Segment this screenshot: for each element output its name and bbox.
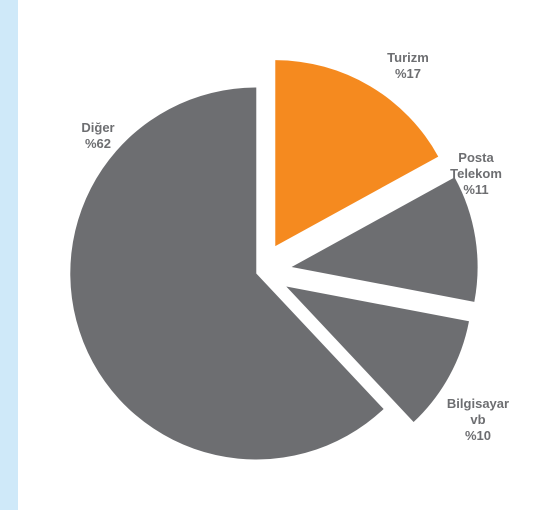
pie-slice (286, 286, 469, 423)
value-label: %62 (84, 136, 112, 151)
side-strip (0, 0, 18, 510)
value-label: %10 (464, 428, 492, 443)
category-label: Turizm (387, 50, 429, 65)
category-label: Posta Telekom (450, 150, 502, 181)
value-label: %11 (463, 182, 489, 197)
pie-slice (70, 87, 384, 460)
slice-label: Posta Telekom %11 (445, 150, 507, 198)
slice-label: Turizm %17 (368, 50, 448, 82)
pie-slice (291, 177, 478, 302)
slice-label: Diğer %62 (58, 120, 138, 152)
pie-slice (275, 60, 439, 247)
slice-label: Bilgisayar vb %10 (438, 396, 518, 444)
category-label: Bilgisayar vb (446, 396, 510, 427)
category-label: Diğer (81, 120, 115, 135)
value-label: %17 (394, 66, 422, 81)
